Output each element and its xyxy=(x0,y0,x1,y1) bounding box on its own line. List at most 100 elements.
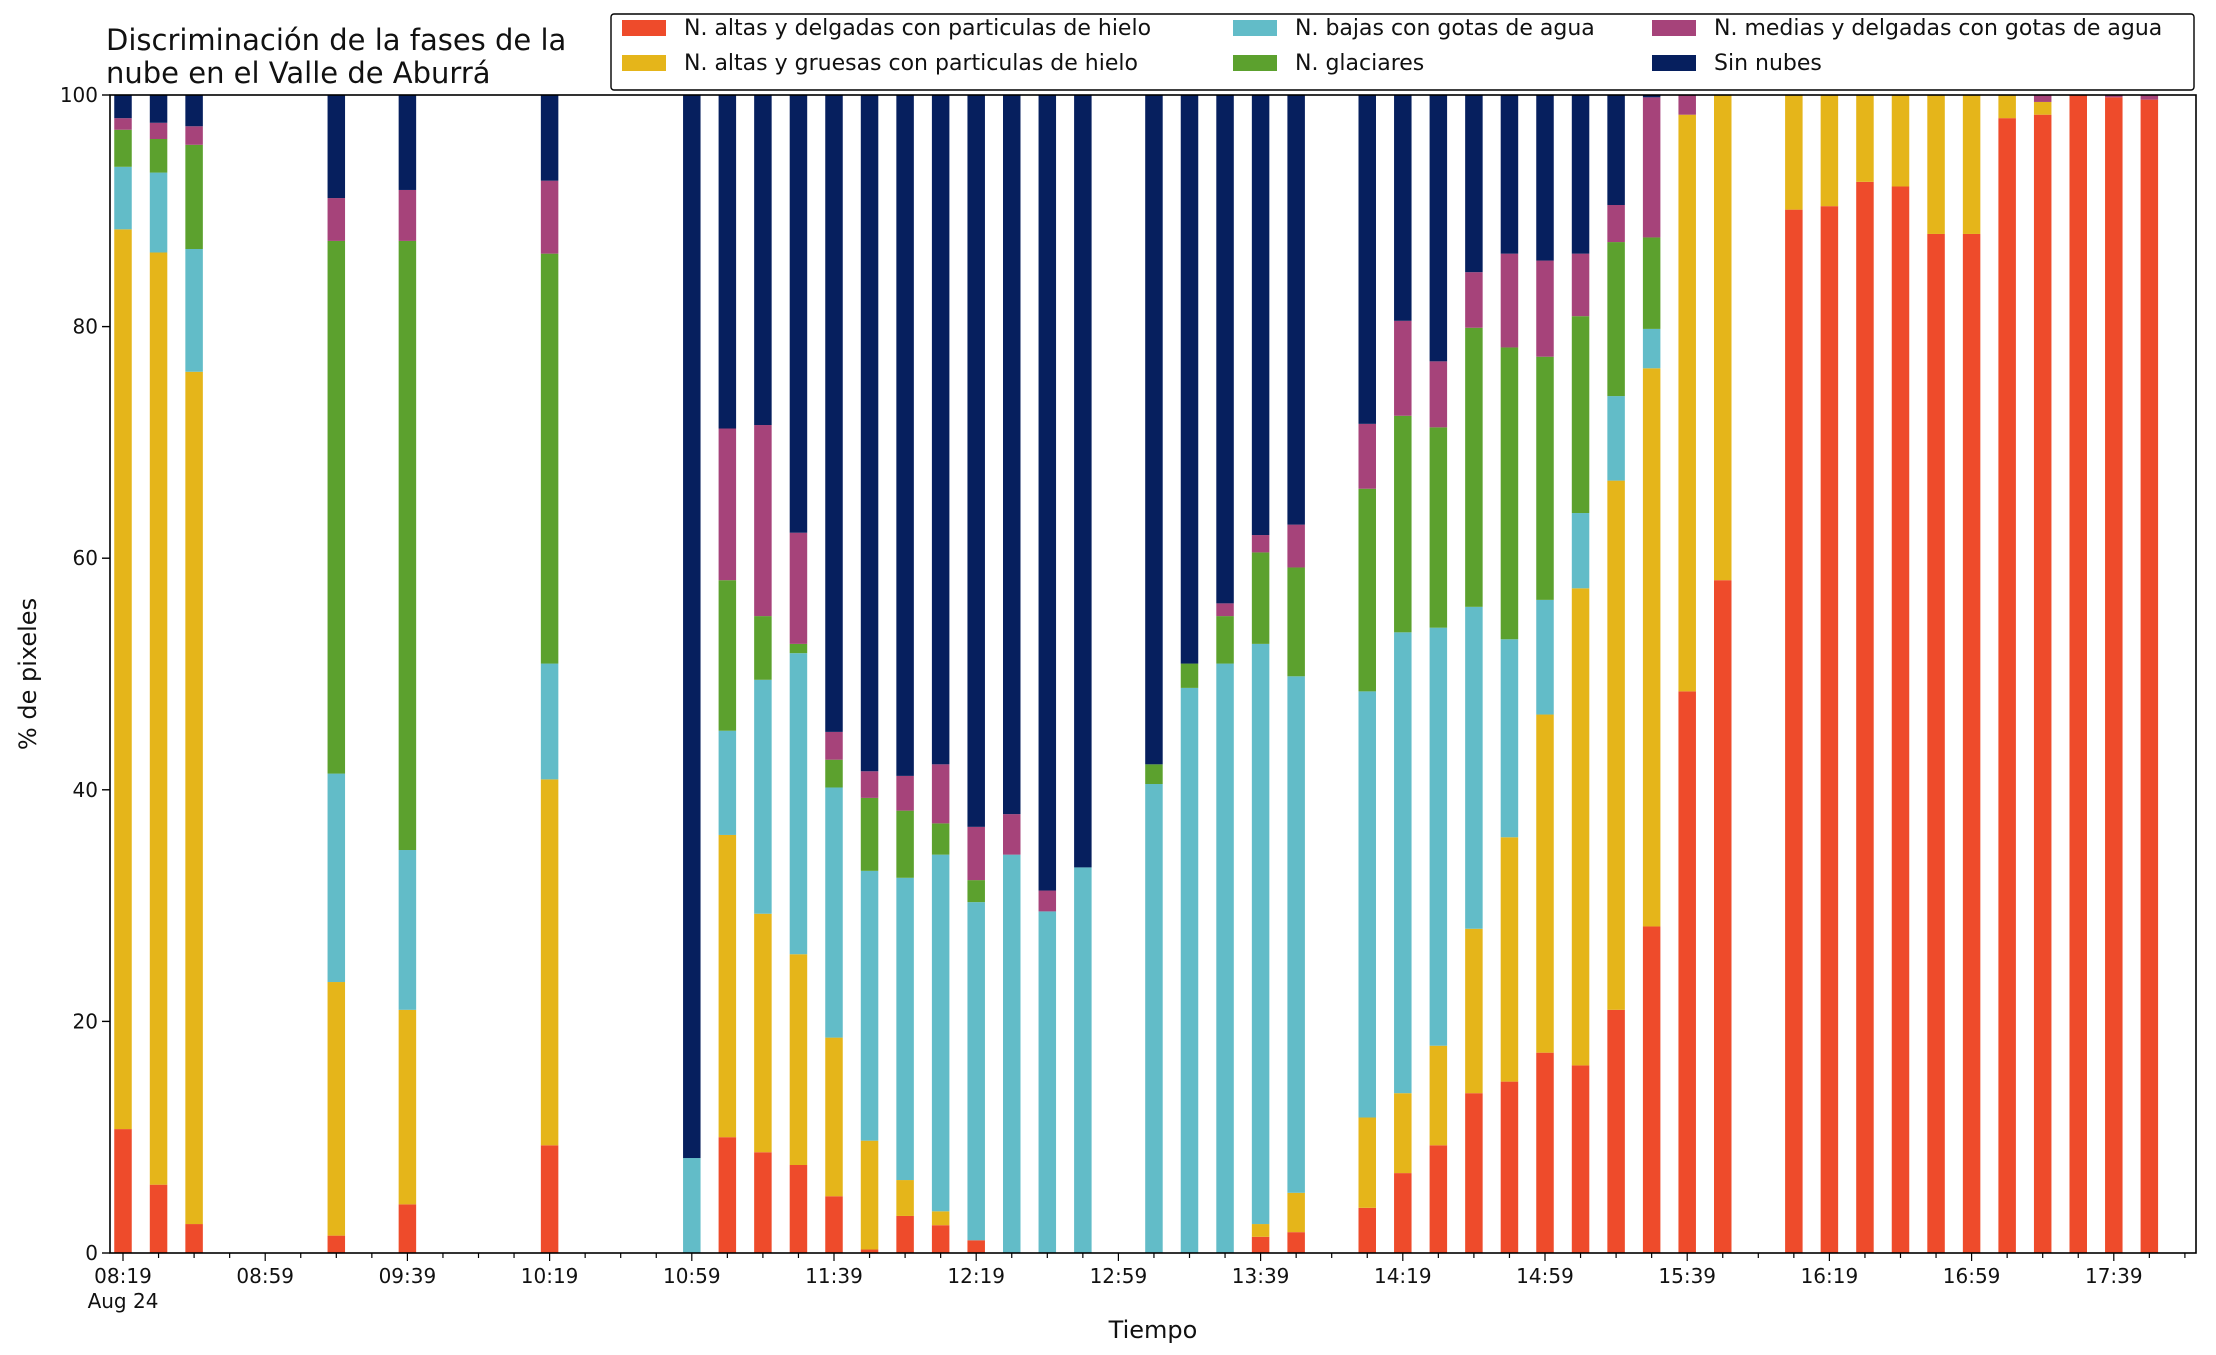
bar-segment xyxy=(185,1224,203,1253)
bar-segment xyxy=(1394,632,1412,1094)
bar-segment xyxy=(754,913,772,1153)
bar-segment xyxy=(1038,911,1057,1253)
bar-segment xyxy=(1251,643,1270,1225)
bar-segment xyxy=(1820,206,1839,1253)
bar-segment xyxy=(967,1240,985,1253)
bar-stack xyxy=(1642,95,1661,1253)
bar-segment xyxy=(1145,764,1163,785)
legend-item: N. altas y gruesas con particulas de hie… xyxy=(622,51,1138,76)
bar-segment xyxy=(1287,1192,1305,1233)
bar-segment xyxy=(327,1235,346,1253)
bar-stack xyxy=(967,95,985,1253)
bar-segment xyxy=(2069,95,2087,1253)
legend-box xyxy=(610,13,2195,91)
bar-segment xyxy=(825,787,843,1038)
bar-segment xyxy=(1642,926,1661,1253)
bar-segment xyxy=(1678,114,1696,692)
bar-stack xyxy=(1536,95,1554,1253)
y-axis: 0 20 40 60 80 100 xyxy=(60,83,110,1265)
bar-stack xyxy=(1785,95,1803,1253)
bar-segment xyxy=(185,371,203,1225)
bar-segment xyxy=(1607,396,1625,481)
bars-layer xyxy=(114,95,2159,1254)
x-tick-label: 11:39 xyxy=(805,1264,863,1288)
bar-segment xyxy=(1571,588,1590,1066)
bar-segment xyxy=(1251,1224,1270,1237)
bar-segment xyxy=(1251,1236,1270,1253)
bar-segment xyxy=(1394,1173,1412,1253)
bar-stack xyxy=(896,95,914,1253)
bar-segment xyxy=(1500,253,1519,348)
bar-stack xyxy=(1891,95,1910,1254)
bar-stack xyxy=(1180,95,1199,1253)
bar-segment xyxy=(789,532,808,644)
bar-segment xyxy=(1394,1093,1412,1174)
bar-segment xyxy=(1536,95,1554,261)
bar-stack xyxy=(1927,95,1945,1253)
bar-stack xyxy=(1394,95,1412,1253)
bar-segment xyxy=(825,1037,843,1197)
bar-segment xyxy=(1038,890,1057,912)
bar-segment xyxy=(1358,1117,1376,1208)
bar-segment xyxy=(931,854,950,1212)
legend-swatch xyxy=(622,20,666,36)
bar-segment xyxy=(398,1204,417,1253)
legend-label: N. altas y gruesas con particulas de hie… xyxy=(684,51,1138,76)
x-tick-label: 12:19 xyxy=(947,1264,1005,1288)
x-axis-label: Tiempo xyxy=(1108,1316,1198,1344)
bar-stack xyxy=(114,95,132,1253)
bar-stack xyxy=(1003,95,1021,1253)
bar-segment xyxy=(1465,1093,1483,1253)
x-tick-label: 16:59 xyxy=(1943,1264,2001,1288)
bar-segment xyxy=(1536,714,1554,1053)
bar-segment xyxy=(1003,95,1021,815)
bar-segment xyxy=(1962,95,1981,234)
bar-stack xyxy=(1251,95,1270,1253)
bar-segment xyxy=(2033,101,2052,115)
bar-segment xyxy=(718,95,737,429)
bar-segment xyxy=(185,95,203,127)
bar-segment xyxy=(540,663,559,780)
bar-segment xyxy=(1216,663,1234,1253)
x-tick-label: 10:19 xyxy=(521,1264,579,1288)
bar-segment xyxy=(1642,237,1661,329)
bar-segment xyxy=(860,771,879,798)
bar-segment xyxy=(149,122,168,139)
bar-stack xyxy=(2105,95,2123,1254)
bar-segment xyxy=(540,95,559,181)
bar-segment xyxy=(1180,663,1199,688)
bar-segment xyxy=(1927,233,1945,1253)
bar-segment xyxy=(398,95,417,190)
bar-segment xyxy=(718,1137,737,1253)
x-tick-label: 14:19 xyxy=(1374,1264,1432,1288)
bar-segment xyxy=(1500,347,1519,640)
bar-stack xyxy=(825,95,843,1253)
bar-segment xyxy=(114,118,132,130)
bar-segment xyxy=(896,1215,914,1253)
bar-segment xyxy=(540,253,559,664)
bar-segment xyxy=(1429,361,1448,428)
bar-stack xyxy=(683,95,701,1253)
y-tick-label: 80 xyxy=(73,315,98,339)
y-tick-label: 100 xyxy=(60,83,98,107)
bar-segment xyxy=(754,95,772,426)
legend-swatch xyxy=(1652,55,1696,71)
bar-segment xyxy=(2033,95,2052,102)
legend-label: N. altas y delgadas con particulas de hi… xyxy=(684,16,1151,41)
bar-segment xyxy=(2140,95,2159,100)
bar-segment xyxy=(1642,95,1661,98)
bar-stack xyxy=(1145,95,1163,1253)
bar-stack xyxy=(327,95,346,1253)
y-tick-label: 20 xyxy=(73,1009,98,1033)
bar-segment xyxy=(860,797,879,871)
x-tick-label: 13:39 xyxy=(1232,1264,1290,1288)
bar-segment xyxy=(1465,327,1483,607)
bar-segment xyxy=(1500,95,1519,254)
legend-swatch xyxy=(1233,55,1277,71)
bar-segment xyxy=(1287,1232,1305,1253)
bar-segment xyxy=(149,252,168,1185)
bar-segment xyxy=(1536,1052,1554,1253)
bar-segment xyxy=(931,1225,950,1253)
bar-segment xyxy=(1536,356,1554,600)
